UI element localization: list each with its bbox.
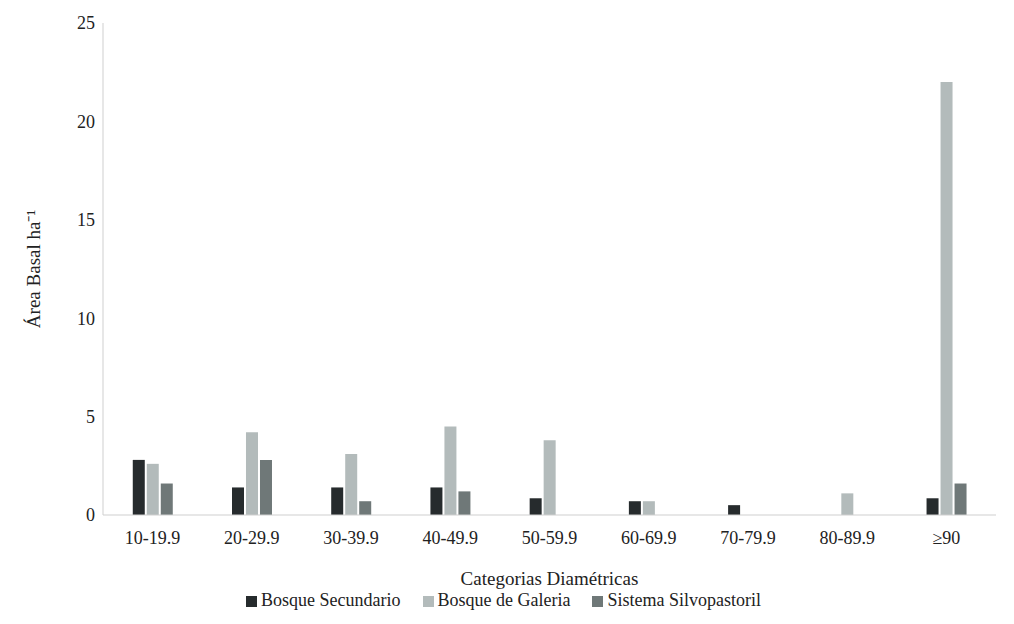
svg-text:80-89.9: 80-89.9: [819, 528, 875, 548]
html-text:Bosque Secundario: Bosque Secundario: [261, 590, 401, 610]
svg-text:60-69.9: 60-69.9: [621, 528, 677, 548]
svg-text:15: 15: [77, 210, 95, 230]
svg-text:≥90: ≥90: [932, 528, 960, 548]
svg-text:50-59.9: 50-59.9: [522, 528, 578, 548]
html-text:Sistema Silvopastoril: Sistema Silvopastoril: [607, 590, 761, 610]
svg-text:Área Basal ha⁻¹: Área Basal ha⁻¹: [23, 210, 44, 329]
svg-text:30-39.9: 30-39.9: [323, 528, 379, 548]
svg-text:20: 20: [77, 112, 95, 132]
svg-text:20-29.9: 20-29.9: [224, 528, 280, 548]
svg-text:Categorias Diamétricas: Categorias Diamétricas: [461, 568, 639, 589]
svg-text:5: 5: [86, 407, 95, 427]
svg-text:70-79.9: 70-79.9: [720, 528, 776, 548]
svg-text:10-19.9: 10-19.9: [125, 528, 181, 548]
svg-text:0: 0: [86, 505, 95, 525]
svg-text:40-49.9: 40-49.9: [423, 528, 479, 548]
html-text:Bosque de Galeria: Bosque de Galeria: [437, 590, 571, 610]
svg-text:10: 10: [77, 309, 95, 329]
svg-text:25: 25: [77, 13, 95, 33]
